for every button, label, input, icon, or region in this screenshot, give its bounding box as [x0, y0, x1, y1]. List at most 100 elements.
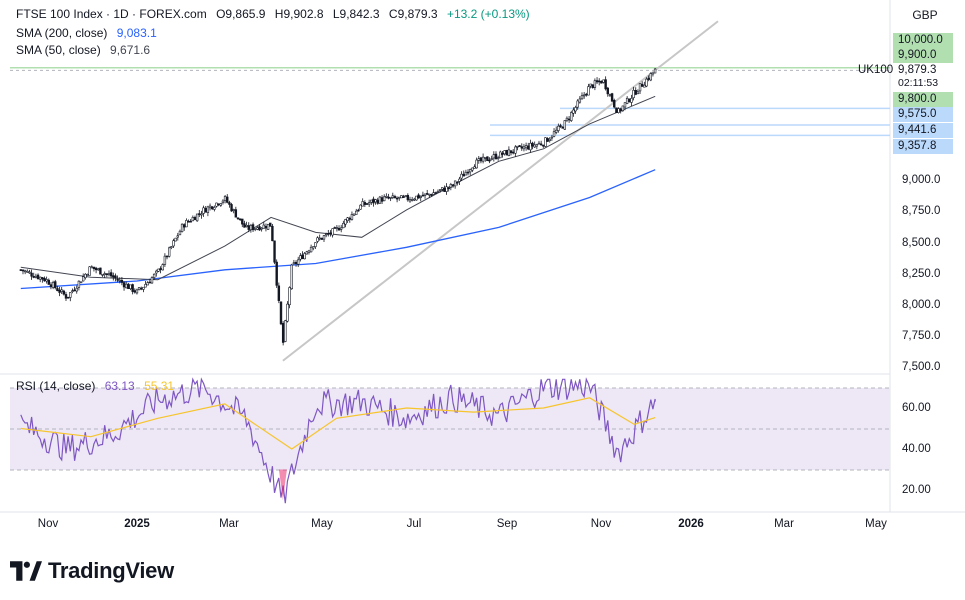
- candle-body[interactable]: [77, 280, 81, 288]
- candle-body[interactable]: [617, 108, 620, 113]
- candle-body[interactable]: [195, 213, 199, 222]
- candle-body[interactable]: [421, 194, 425, 197]
- candle-body[interactable]: [533, 144, 536, 148]
- candle-body[interactable]: [161, 264, 164, 271]
- candle-body[interactable]: [309, 246, 313, 253]
- candle-body[interactable]: [219, 203, 222, 206]
- candle-body[interactable]: [604, 79, 607, 90]
- candle-body[interactable]: [593, 80, 597, 88]
- sma50-line[interactable]: [20, 95, 656, 281]
- candle-body[interactable]: [322, 235, 326, 240]
- candle-body[interactable]: [167, 247, 171, 257]
- candle-body[interactable]: [187, 220, 190, 223]
- candle-body[interactable]: [118, 279, 121, 282]
- candle-body[interactable]: [537, 142, 541, 145]
- candle-body[interactable]: [256, 227, 259, 230]
- candle-body[interactable]: [425, 193, 429, 195]
- candle-body[interactable]: [645, 78, 648, 87]
- rsi-line[interactable]: [20, 377, 656, 504]
- candle-body[interactable]: [64, 294, 68, 299]
- rsi-ma-line[interactable]: [20, 397, 656, 450]
- candle-body[interactable]: [486, 156, 489, 162]
- candle-body[interactable]: [38, 276, 42, 280]
- sma50-legend[interactable]: SMA (50, close) 9,671.6: [16, 43, 156, 57]
- candle-body[interactable]: [613, 99, 616, 108]
- candle-body[interactable]: [191, 217, 195, 222]
- candle-body[interactable]: [606, 87, 609, 95]
- candle-body[interactable]: [114, 275, 117, 279]
- candle-body[interactable]: [651, 72, 655, 75]
- rsi-legend[interactable]: RSI (14, close) 63.13 55.31: [16, 379, 180, 393]
- candle-body[interactable]: [404, 195, 407, 197]
- candle-body[interactable]: [62, 290, 66, 295]
- candle-body[interactable]: [559, 125, 562, 127]
- candle-body[interactable]: [260, 227, 263, 230]
- price-chart[interactable]: [0, 0, 965, 545]
- candle-body[interactable]: [155, 270, 158, 274]
- candle-body[interactable]: [215, 202, 218, 207]
- candle-body[interactable]: [269, 222, 272, 227]
- candle-body[interactable]: [157, 268, 160, 272]
- candle-body[interactable]: [535, 144, 539, 147]
- candle-body[interactable]: [503, 150, 506, 155]
- candle-body[interactable]: [466, 171, 470, 174]
- candle-body[interactable]: [206, 206, 210, 213]
- candle-body[interactable]: [97, 268, 100, 271]
- candle-body[interactable]: [647, 77, 650, 80]
- candle-body[interactable]: [301, 254, 304, 259]
- candle-body[interactable]: [94, 267, 98, 271]
- candle-body[interactable]: [582, 94, 586, 97]
- level-badge-9575[interactable]: 9,575.0: [893, 107, 953, 122]
- candle-body[interactable]: [335, 227, 339, 229]
- candle-body[interactable]: [329, 232, 332, 235]
- candle-body[interactable]: [284, 320, 287, 342]
- candle-body[interactable]: [251, 224, 255, 231]
- candle-body[interactable]: [60, 289, 63, 292]
- candle-body[interactable]: [21, 269, 25, 272]
- candle-body[interactable]: [471, 167, 474, 171]
- candle-body[interactable]: [75, 287, 78, 292]
- candle-body[interactable]: [376, 199, 379, 204]
- candle-body[interactable]: [316, 237, 319, 242]
- candle-body[interactable]: [266, 223, 270, 230]
- candle-body[interactable]: [249, 225, 253, 231]
- candle-body[interactable]: [127, 283, 130, 290]
- candle-body[interactable]: [140, 287, 143, 290]
- candle-body[interactable]: [494, 153, 498, 160]
- candle-body[interactable]: [221, 200, 225, 204]
- candle-body[interactable]: [481, 156, 485, 162]
- candle-body[interactable]: [275, 261, 278, 286]
- candle-body[interactable]: [73, 289, 76, 292]
- candle-body[interactable]: [619, 108, 622, 112]
- candle-body[interactable]: [475, 159, 478, 169]
- candle-body[interactable]: [324, 233, 328, 236]
- candle-body[interactable]: [453, 180, 457, 187]
- candle-body[interactable]: [580, 95, 584, 100]
- candle-body[interactable]: [213, 207, 216, 210]
- candle-body[interactable]: [342, 223, 345, 229]
- candle-body[interactable]: [402, 196, 405, 198]
- candle-body[interactable]: [36, 274, 40, 280]
- candle-body[interactable]: [447, 187, 450, 190]
- level-badge-9441[interactable]: 9,441.6: [893, 123, 953, 138]
- candle-body[interactable]: [438, 189, 442, 191]
- candle-body[interactable]: [395, 197, 399, 200]
- candle-body[interactable]: [548, 138, 551, 141]
- candle-body[interactable]: [490, 158, 493, 160]
- candle-body[interactable]: [198, 213, 201, 215]
- candle-body[interactable]: [245, 224, 248, 227]
- candle-body[interactable]: [378, 196, 382, 204]
- candle-body[interactable]: [585, 93, 588, 96]
- candle-body[interactable]: [451, 184, 455, 187]
- candle-body[interactable]: [578, 98, 582, 103]
- candle-body[interactable]: [223, 196, 227, 201]
- candle-body[interactable]: [499, 151, 502, 159]
- candle-body[interactable]: [320, 237, 324, 240]
- level-badge-9357[interactable]: 9,357.8: [893, 139, 953, 154]
- candle-body[interactable]: [144, 284, 147, 288]
- candle-body[interactable]: [565, 117, 569, 121]
- candle-body[interactable]: [372, 198, 375, 204]
- candle-body[interactable]: [30, 272, 33, 277]
- candle-body[interactable]: [41, 277, 44, 280]
- candle-body[interactable]: [355, 210, 358, 215]
